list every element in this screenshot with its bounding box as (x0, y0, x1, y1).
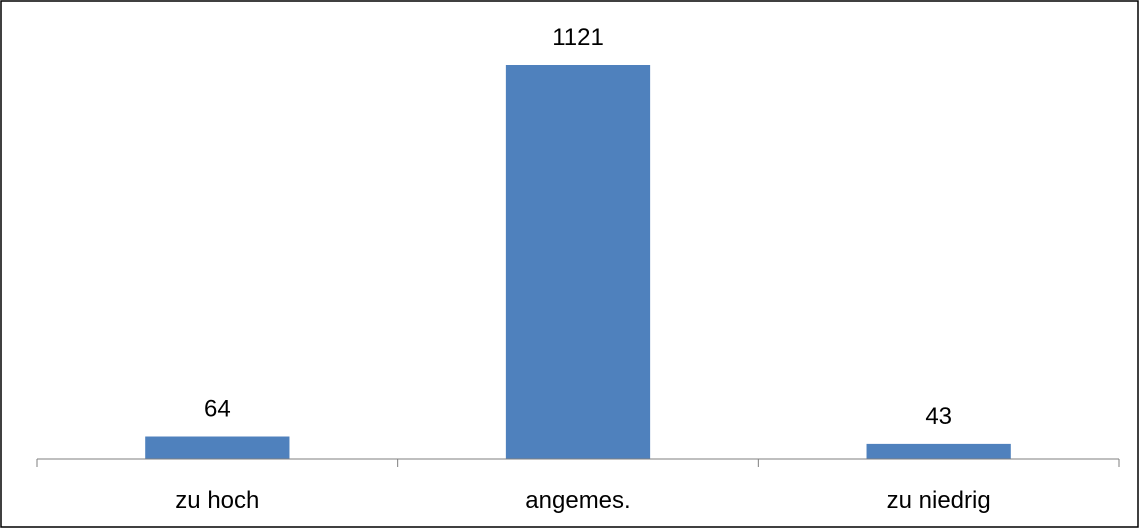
bar (145, 436, 290, 459)
bar (866, 443, 1011, 459)
data-labels-layer: 64 1121 43 (204, 24, 952, 430)
x-axis-tick-labels: zu hoch angemes. zu niedrig (175, 487, 990, 514)
bars-layer (145, 65, 1011, 459)
data-label: 43 (925, 403, 952, 430)
x-axis-tick-label: zu hoch (175, 487, 259, 514)
data-label: 64 (204, 396, 231, 423)
bar (505, 65, 651, 459)
data-label: 1121 (552, 24, 604, 51)
x-axis-ticks (36, 459, 1120, 467)
x-axis-tick-label: angemes. (525, 487, 630, 514)
x-axis-tick-label: zu niedrig (887, 487, 991, 514)
